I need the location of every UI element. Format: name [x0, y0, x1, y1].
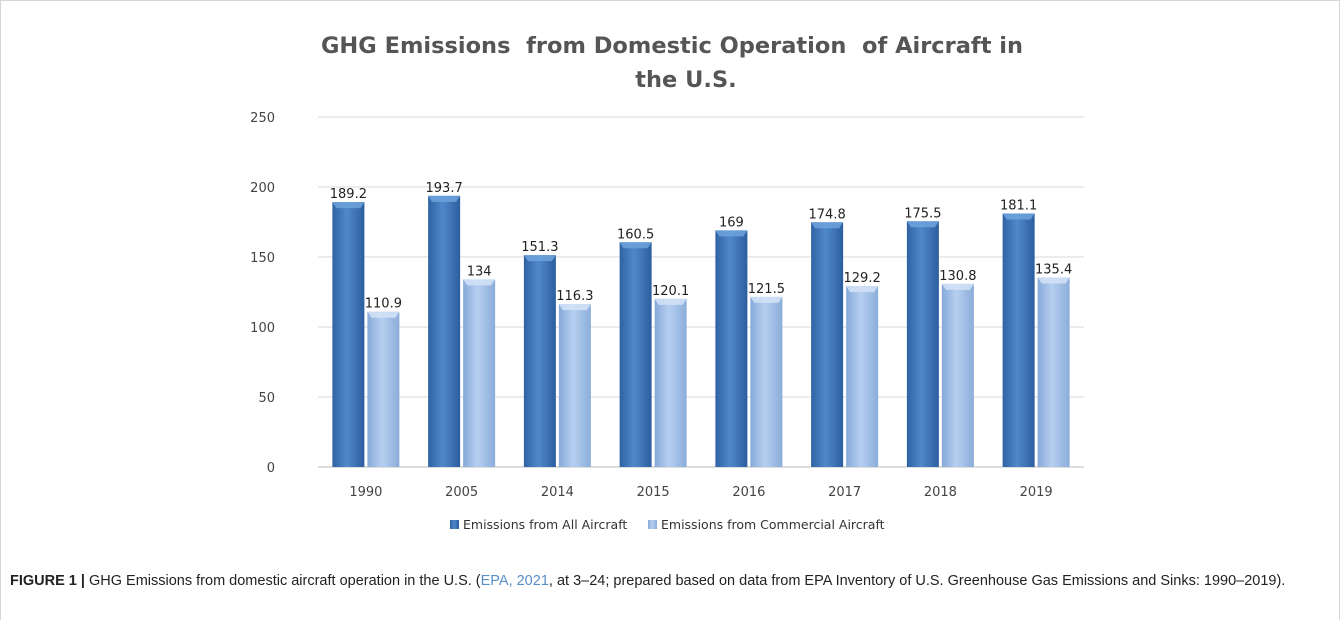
- x-tick-label: 2017: [828, 485, 861, 500]
- bar-commercial-aircraft: [558, 304, 591, 467]
- caption-reference-link[interactable]: EPA, 2021: [480, 573, 549, 589]
- data-label: 151.3: [521, 240, 558, 255]
- y-tick-label: 150: [250, 251, 275, 266]
- data-label: 174.8: [809, 207, 846, 222]
- x-tick-label: 2018: [924, 485, 957, 500]
- bar-top-bevel: [715, 230, 748, 237]
- data-label: 189.2: [330, 187, 367, 202]
- figure-caption: FIGURE 1 | GHG Emissions from domestic a…: [10, 571, 1330, 592]
- data-label: 129.2: [844, 271, 881, 286]
- bar-all-aircraft: [428, 195, 461, 467]
- bar-commercial-aircraft: [463, 279, 496, 467]
- bar-top-bevel: [332, 202, 365, 209]
- bar-all-aircraft: [1002, 213, 1035, 467]
- y-tick-label: 200: [250, 181, 275, 196]
- caption-text-before: GHG Emissions from domestic aircraft ope…: [84, 573, 481, 589]
- bar-top-bevel: [1037, 277, 1070, 284]
- data-label: 130.8: [939, 269, 976, 284]
- caption-label: FIGURE 1 |: [10, 573, 85, 589]
- x-tick-label: 1990: [349, 485, 382, 500]
- bar-top-bevel: [846, 286, 879, 293]
- y-tick-label: 50: [258, 391, 275, 406]
- data-label: 181.1: [1000, 198, 1037, 213]
- legend-label: Emissions from Commercial Aircraft: [661, 517, 885, 532]
- chart-title-line-2: the U.S.: [635, 67, 736, 93]
- x-tick-label: 2016: [732, 485, 765, 500]
- x-tick-label: 2015: [637, 485, 670, 500]
- data-label: 175.5: [904, 206, 941, 221]
- bar-top-bevel: [523, 255, 556, 262]
- bar-top-bevel: [654, 298, 687, 305]
- x-tick-label: 2014: [541, 485, 574, 500]
- bars: [332, 195, 1070, 467]
- bar-commercial-aircraft: [750, 296, 783, 467]
- caption-text-after: , at 3–24; prepared based on data from E…: [548, 573, 1286, 589]
- y-tick-label: 250: [250, 111, 275, 126]
- legend: Emissions from All Aircraft Emissions fro…: [450, 517, 885, 532]
- bar-top-bevel: [906, 221, 939, 228]
- y-tick-label: 0: [267, 461, 275, 476]
- chart-title-line-1: GHG Emissions from Domestic Operation of…: [321, 33, 1023, 59]
- bar-top-bevel: [463, 279, 496, 286]
- data-label: 110.9: [365, 297, 402, 312]
- legend-swatch: [648, 520, 657, 529]
- data-label: 169: [719, 215, 744, 230]
- bar-top-bevel: [750, 296, 783, 303]
- data-label: 134: [467, 264, 492, 279]
- bar-commercial-aircraft: [846, 286, 879, 467]
- data-label: 160.5: [617, 227, 654, 242]
- bar-top-bevel: [1002, 213, 1035, 220]
- data-label: 135.4: [1035, 262, 1072, 277]
- bar-top-bevel: [811, 222, 844, 229]
- bar-commercial-aircraft: [941, 283, 974, 467]
- bar-all-aircraft: [523, 255, 556, 467]
- bar-all-aircraft: [619, 242, 652, 467]
- x-axis-ticks: 1990 2005 2014 2015 2016 2017 2018 2019: [349, 485, 1052, 500]
- legend-swatch: [450, 520, 459, 529]
- bar-commercial-aircraft: [367, 311, 400, 467]
- bar-commercial-aircraft: [1037, 277, 1070, 467]
- y-tick-label: 100: [250, 321, 275, 336]
- bar-top-bevel: [367, 311, 400, 318]
- bar-all-aircraft: [332, 202, 365, 467]
- bar-all-aircraft: [715, 230, 748, 467]
- data-label: 120.1: [652, 284, 689, 299]
- data-label: 116.3: [556, 289, 593, 304]
- data-labels: 189.2 110.9 193.7 134 151.3 116.3 160.5 120.1 16…: [330, 181, 1072, 312]
- y-axis-ticks: 0 50 100 150 200 250: [250, 111, 275, 476]
- data-label: 193.7: [426, 181, 463, 196]
- bar-commercial-aircraft: [654, 298, 687, 467]
- x-tick-label: 2019: [1020, 485, 1053, 500]
- bar-top-bevel: [428, 195, 461, 202]
- data-label: 121.5: [748, 282, 785, 297]
- bar-top-bevel: [941, 283, 974, 290]
- bar-all-aircraft: [811, 222, 844, 467]
- x-tick-label: 2005: [445, 485, 478, 500]
- bar-chart: GHG Emissions from Domestic Operation of…: [250, 33, 1084, 532]
- bar-all-aircraft: [906, 221, 939, 467]
- legend-label: Emissions from All Aircraft: [463, 517, 627, 532]
- bar-top-bevel: [619, 242, 652, 249]
- bar-top-bevel: [558, 304, 591, 311]
